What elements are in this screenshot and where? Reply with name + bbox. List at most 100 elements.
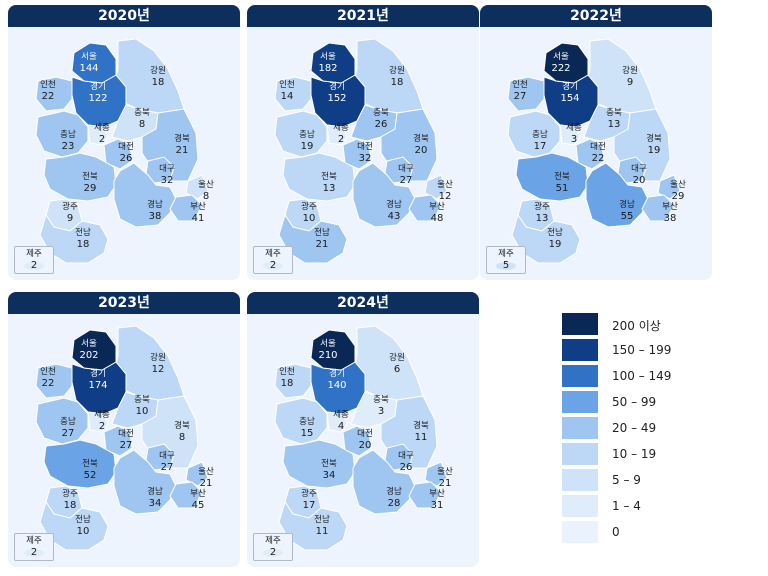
region-value-jeonbuk: 51	[556, 183, 569, 194]
region-name-incheon: 인천	[40, 79, 56, 90]
legend-label: 150 – 199	[612, 343, 672, 357]
region-value-chungbuk: 8	[139, 119, 145, 130]
region-value-seoul: 210	[318, 350, 337, 361]
region-ulsan	[424, 174, 448, 200]
region-name-jeonbuk: 전북	[554, 171, 570, 182]
legend-swatch	[562, 443, 598, 465]
region-value-jeju: 2	[270, 260, 276, 271]
legend-label: 200 이상	[612, 319, 661, 333]
region-value-chungnam: 15	[301, 428, 314, 439]
region-value-jeju: 2	[31, 260, 37, 271]
region-name-gyeonggi: 경기	[90, 368, 106, 379]
region-value-gyeongbuk: 21	[176, 145, 189, 156]
region-name-gyeonggi: 경기	[562, 81, 578, 92]
region-value-chungbuk: 3	[378, 406, 384, 417]
region-name-gyeongnam: 경남	[147, 199, 163, 210]
region-value-sejong: 2	[338, 134, 344, 145]
region-value-incheon: 22	[42, 91, 55, 102]
jeju-inset: 제주 2	[14, 246, 54, 274]
region-value-seoul: 202	[79, 350, 98, 361]
region-name-sejong: 세종	[94, 123, 110, 133]
region-incheon	[35, 76, 73, 112]
region-value-jeonnam: 18	[77, 239, 90, 250]
region-sejong	[326, 124, 348, 146]
region-name-ulsan: 울산	[670, 179, 686, 190]
korea-map: 강원18인천14경기152서울182충남19충북26세종2대전32경북20대구2…	[274, 38, 453, 264]
region-name-gwangju: 광주	[534, 201, 550, 212]
region-sejong	[326, 411, 348, 433]
legend-label: 5 – 9	[612, 473, 641, 487]
region-name-busan: 부산	[662, 201, 678, 212]
region-name-gyeonggi: 경기	[329, 368, 345, 379]
region-name-gwangju: 광주	[301, 488, 317, 499]
region-value-incheon: 14	[281, 91, 294, 102]
map-panel: 2020년 강원 18 인천 22 경기 122 서울 144 충남 23 충북 8 세종 2 대전 26 경북 2…	[8, 5, 240, 280]
region-name-daegu: 대구	[398, 164, 414, 174]
region-value-daejeon: 27	[120, 440, 133, 451]
region-value-chungnam: 23	[62, 141, 75, 152]
region-value-gwangju: 18	[64, 500, 77, 511]
legend-label: 50 – 99	[612, 395, 657, 409]
region-name-gyeonggi: 경기	[90, 81, 106, 92]
region-sejong	[87, 124, 109, 146]
korea-map: 강원12인천22경기174서울202충남27충북10세종2대전27경북8대구27…	[35, 325, 214, 551]
region-name-incheon: 인천	[512, 79, 528, 90]
region-value-busan: 48	[431, 213, 444, 224]
region-jeonbuk	[282, 439, 356, 489]
region-gyeongnam	[352, 449, 416, 515]
legend-swatch	[562, 339, 598, 361]
region-value-busan: 41	[192, 213, 205, 224]
region-chungnam	[35, 397, 89, 445]
region-name-jeonnam: 전남	[547, 227, 563, 238]
region-name-jeonnam: 전남	[314, 227, 330, 238]
region-value-daegu: 26	[400, 462, 413, 473]
region-name-busan: 부산	[190, 201, 206, 212]
legend-label: 100 – 149	[612, 369, 672, 383]
legend-item: 10 – 19	[562, 443, 712, 465]
region-value-seoul: 222	[551, 63, 570, 74]
region-value-sejong: 3	[571, 134, 577, 145]
region-name-gyeonggi: 경기	[329, 81, 345, 92]
region-value-jeonbuk: 34	[323, 470, 336, 481]
region-ulsan	[185, 174, 209, 200]
map-panel: 2023년 강원 12 인천 22 경기 174 서울 202 충남 27 충북 10 세종 2 대전 27 경북…	[8, 292, 240, 567]
region-name-jeonnam: 전남	[75, 514, 91, 525]
region-sejong	[559, 124, 581, 146]
region-value-chungbuk: 13	[608, 119, 621, 130]
region-name-chungnam: 충남	[532, 130, 548, 140]
region-jeonbuk	[515, 152, 589, 202]
region-name-chungnam: 충남	[60, 130, 76, 140]
region-value-jeonnam: 19	[549, 239, 562, 250]
region-value-ulsan: 12	[439, 191, 452, 202]
panel-title: 2022년	[480, 5, 712, 27]
region-value-jeonbuk: 29	[84, 183, 97, 194]
legend-item: 150 – 199	[562, 339, 712, 361]
region-name-incheon: 인천	[279, 366, 295, 377]
region-seoul	[310, 329, 356, 371]
region-value-jeonnam: 11	[316, 526, 329, 537]
region-value-jeju: 2	[31, 547, 37, 558]
jeju-map: 제주2	[24, 249, 44, 271]
region-name-daejeon: 대전	[118, 428, 134, 439]
legend-swatch	[562, 495, 598, 517]
legend-item: 50 – 99	[562, 391, 712, 413]
region-value-busan: 38	[664, 213, 677, 224]
region-name-gwangju: 광주	[301, 201, 317, 212]
panel-title: 2023년	[8, 292, 240, 314]
region-name-jeju: 제주	[265, 536, 281, 546]
region-value-daegu: 27	[400, 175, 413, 186]
region-name-sejong: 세종	[333, 410, 349, 420]
region-busan	[408, 194, 442, 222]
jeju-map: 제주5	[496, 249, 516, 271]
region-name-ulsan: 울산	[198, 179, 214, 190]
region-name-jeonbuk: 전북	[82, 458, 98, 469]
region-value-gangwon: 18	[152, 77, 165, 88]
legend-item: 1 – 4	[562, 495, 712, 517]
region-name-daejeon: 대전	[357, 141, 373, 152]
region-sejong	[87, 411, 109, 433]
region-name-chungnam: 충남	[60, 417, 76, 427]
region-name-seoul: 서울	[553, 52, 569, 62]
region-name-gyeongbuk: 경북	[174, 420, 190, 431]
korea-map: 강원9인천27경기154서울222충남17충북13세종3대전22경북19대구20…	[507, 38, 686, 264]
region-seoul	[543, 42, 589, 84]
